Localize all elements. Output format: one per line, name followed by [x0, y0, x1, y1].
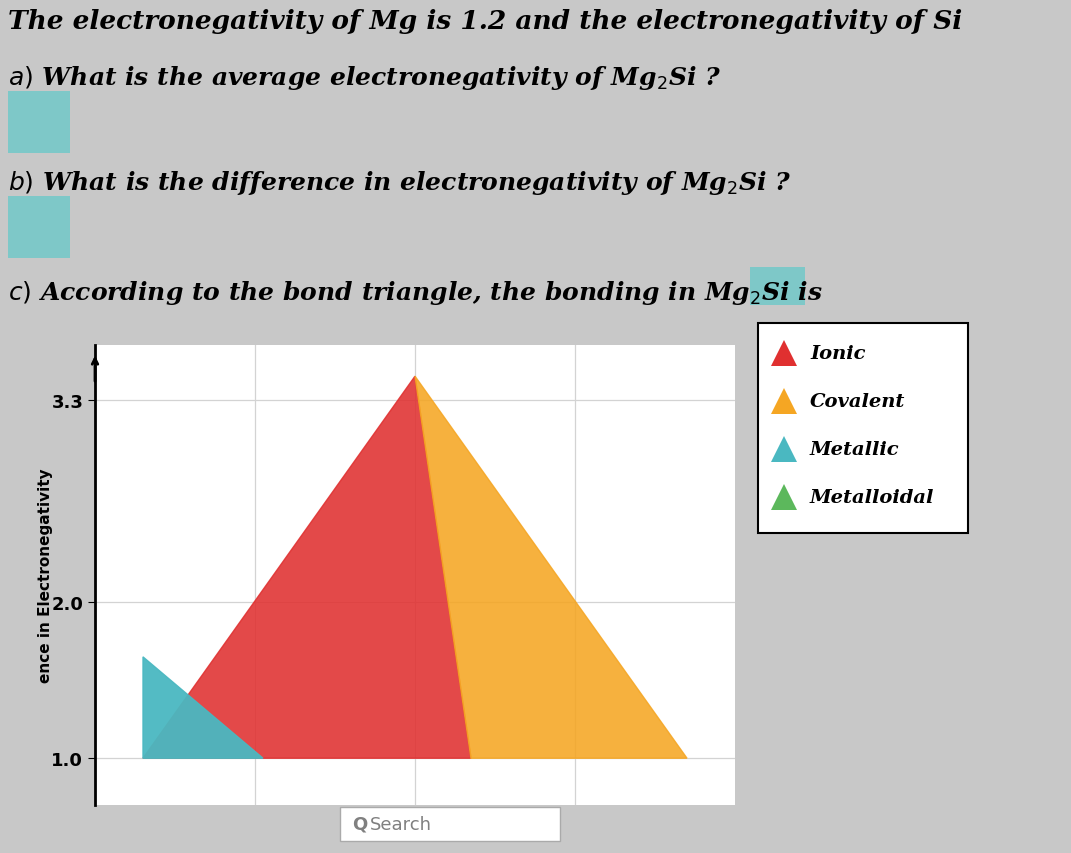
Text: Metallic: Metallic — [810, 440, 900, 458]
Text: $b)$ What is the difference in electronegativity of Mg$_2$Si ?: $b)$ What is the difference in electrone… — [7, 169, 791, 197]
Bar — [750, 268, 805, 305]
Text: Covalent: Covalent — [810, 392, 905, 410]
Text: The electronegativity of Mg is 1.2 and the electronegativity of Si: The electronegativity of Mg is 1.2 and t… — [7, 9, 962, 34]
Polygon shape — [144, 377, 471, 758]
Bar — [7, 92, 70, 154]
Text: $a)$ What is the average electronegativity of Mg$_2$Si ?: $a)$ What is the average electronegativi… — [7, 64, 721, 92]
Bar — [7, 197, 70, 258]
Text: Q: Q — [352, 815, 367, 833]
Polygon shape — [771, 485, 797, 510]
Polygon shape — [771, 389, 797, 415]
Polygon shape — [144, 657, 263, 758]
Bar — [340, 807, 560, 841]
Text: Ionic: Ionic — [810, 345, 865, 363]
Text: Metalloidal: Metalloidal — [810, 489, 934, 507]
Polygon shape — [771, 340, 797, 367]
Polygon shape — [771, 437, 797, 462]
Y-axis label: ence in Electronegativity: ence in Electronegativity — [39, 468, 54, 682]
Bar — [95, 345, 735, 805]
Bar — [758, 323, 968, 533]
Text: Search: Search — [369, 815, 432, 833]
Polygon shape — [414, 377, 687, 758]
Text: $c)$ According to the bond triangle, the bonding in Mg$_2$Si is: $c)$ According to the bond triangle, the… — [7, 279, 823, 306]
